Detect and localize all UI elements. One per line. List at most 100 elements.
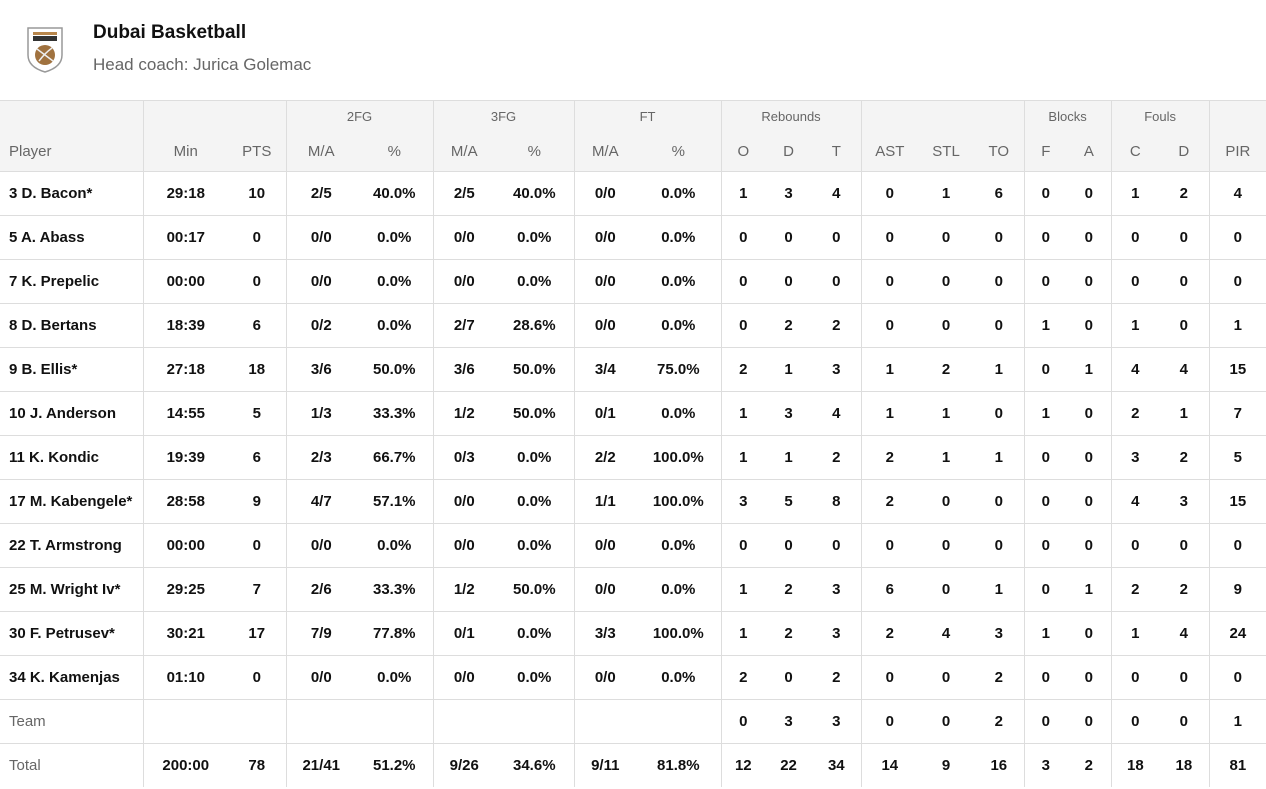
stat-min (142, 699, 228, 744)
stat-d: 2 (765, 611, 813, 656)
player-row: 8 D. Bertans 18:39 6 0/2 0.0% 2/7 28.6% 0/0 0.0%… (0, 303, 1266, 348)
stat-f: 0 (1023, 523, 1068, 568)
stat-c: 1 (1110, 611, 1160, 656)
column-header-f[interactable]: F (1023, 132, 1068, 172)
stat--: 34.6% (495, 743, 575, 787)
player-name[interactable]: 34 K. Kamenjas (0, 655, 143, 700)
stat-pir: 1 (1208, 699, 1266, 744)
stat--: 0.0% (356, 259, 434, 304)
stat--: 0.0% (356, 215, 434, 260)
player-name[interactable]: 17 M. Kabengele* (0, 479, 143, 524)
stat-c: 18 (1110, 743, 1160, 787)
column-header-a[interactable]: A (1067, 132, 1112, 172)
stat-d: 1 (765, 435, 813, 480)
stat-m-a: 0/2 (285, 303, 356, 348)
stat-m-a: 3/6 (432, 347, 496, 392)
column-header-o[interactable]: O (720, 132, 766, 172)
stat--: 100.0% (636, 611, 722, 656)
stat-to: 0 (974, 523, 1025, 568)
stat-f: 1 (1023, 303, 1068, 348)
player-name[interactable]: 7 K. Prepelic (0, 259, 143, 304)
stat-m-a: 7/9 (285, 611, 356, 656)
column-header-d[interactable]: D (1159, 132, 1210, 172)
stat-t: 34 (812, 743, 862, 787)
player-name[interactable]: 3 D. Bacon* (0, 171, 143, 216)
stat-o: 0 (720, 699, 766, 744)
stat-d: 0 (1159, 655, 1210, 700)
column-group-3fg: 3FG (432, 100, 575, 132)
stat-o: 2 (720, 655, 766, 700)
box-score-table: 2FG 3FG FT Rebounds Blocks Fouls Player Min PTS… (0, 100, 1266, 787)
column-header-d[interactable]: D (765, 132, 813, 172)
player-name[interactable]: 9 B. Ellis* (0, 347, 143, 392)
stat-t: 3 (812, 699, 862, 744)
column-header--[interactable]: % (495, 132, 575, 172)
stat-pts: 0 (228, 259, 286, 304)
stat-a: 0 (1067, 611, 1112, 656)
stat-c: 2 (1110, 567, 1160, 612)
stat-o: 0 (720, 303, 766, 348)
stat-d: 1 (765, 347, 813, 392)
column-header-m-a[interactable]: M/A (285, 132, 356, 172)
stat-m-a: 0/1 (573, 391, 637, 436)
player-name[interactable]: 10 J. Anderson (0, 391, 143, 436)
stat-m-a: 2/5 (432, 171, 496, 216)
stat-stl: 4 (918, 611, 975, 656)
column-header-pts[interactable]: PTS (228, 132, 286, 172)
stat-to: 0 (974, 479, 1025, 524)
stat-m-a: 0/3 (432, 435, 496, 480)
player-row: 3 D. Bacon* 29:18 10 2/5 40.0% 2/5 40.0% 0/0 0.0… (0, 171, 1266, 216)
stat-f: 0 (1023, 479, 1068, 524)
stat--: 0.0% (495, 655, 575, 700)
stat-min: 14:55 (142, 391, 228, 436)
column-header-m-a[interactable]: M/A (573, 132, 637, 172)
stat-stl: 1 (918, 435, 975, 480)
column-header-pir[interactable]: PIR (1208, 132, 1266, 172)
stat--: 100.0% (636, 479, 722, 524)
stat-to: 1 (974, 567, 1025, 612)
stat-m-a: 9/26 (432, 743, 496, 787)
stat-m-a: 0/0 (285, 655, 356, 700)
player-name[interactable]: 11 K. Kondic (0, 435, 143, 480)
stat-o: 2 (720, 347, 766, 392)
stat-min: 200:00 (142, 743, 228, 787)
column-header-c[interactable]: C (1110, 132, 1160, 172)
stat-o: 12 (720, 743, 766, 787)
column-header-m-a[interactable]: M/A (432, 132, 496, 172)
stat-c: 0 (1110, 699, 1160, 744)
stat-t: 2 (812, 435, 862, 480)
column-header-ast[interactable]: AST (860, 132, 919, 172)
player-name[interactable]: 8 D. Bertans (0, 303, 143, 348)
column-header-stl[interactable]: STL (918, 132, 975, 172)
stat-d: 0 (1159, 523, 1210, 568)
stat-d: 18 (1159, 743, 1210, 787)
column-header-player[interactable]: Player (0, 132, 143, 172)
player-row: 11 K. Kondic 19:39 6 2/3 66.7% 0/3 0.0% 2/2 100.… (0, 435, 1266, 480)
stat-o: 1 (720, 567, 766, 612)
column-header--[interactable]: % (636, 132, 722, 172)
stat--: 0.0% (636, 655, 722, 700)
stat-o: 1 (720, 435, 766, 480)
player-name[interactable]: 25 M. Wright Iv* (0, 567, 143, 612)
stat-ast: 0 (860, 303, 919, 348)
stat-a: 0 (1067, 655, 1112, 700)
stat-d: 3 (765, 171, 813, 216)
stat-t: 4 (812, 391, 862, 436)
stat-to: 1 (974, 347, 1025, 392)
column-header-t[interactable]: T (812, 132, 862, 172)
stat-m-a: 2/3 (285, 435, 356, 480)
stat--: 0.0% (495, 259, 575, 304)
player-name[interactable]: 22 T. Armstrong (0, 523, 143, 568)
team-row: Team 0 3 3 0 0 2 0 0 0 0 1 (0, 699, 1266, 744)
column-header-min[interactable]: Min (142, 132, 228, 172)
stat-m-a: 1/2 (432, 567, 496, 612)
player-name[interactable]: 5 A. Abass (0, 215, 143, 260)
stat-f: 1 (1023, 391, 1068, 436)
stat-ast: 2 (860, 611, 919, 656)
player-name[interactable]: 30 F. Petrusev* (0, 611, 143, 656)
stat-d: 2 (1159, 567, 1210, 612)
stat-stl: 0 (918, 215, 975, 260)
column-header--[interactable]: % (356, 132, 434, 172)
column-group-blank (860, 100, 1025, 132)
column-header-to[interactable]: TO (974, 132, 1025, 172)
